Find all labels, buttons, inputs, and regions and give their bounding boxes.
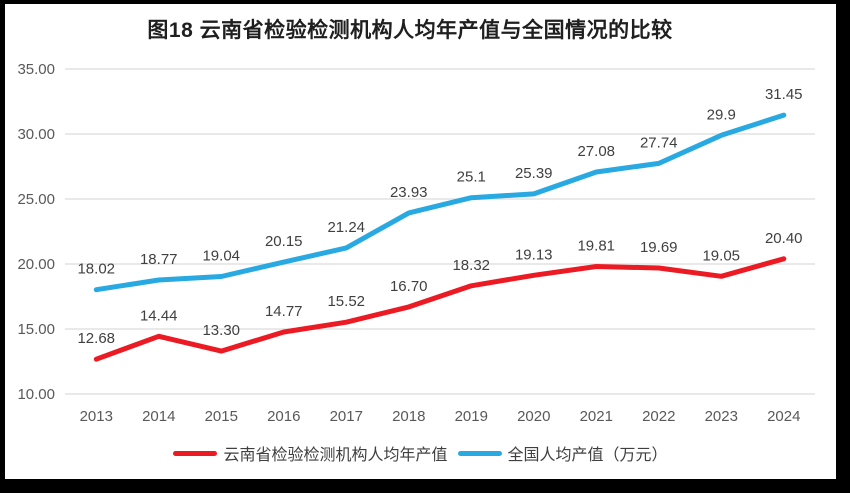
x-tick-label: 2015 (205, 408, 238, 425)
x-tick-label: 2020 (517, 408, 550, 425)
data-label-series-0: 19.05 (702, 247, 740, 264)
data-label-series-1: 27.74 (640, 134, 678, 151)
chart-legend: 云南省检验检测机构人均年产值 全国人均产值（万元） (5, 441, 836, 465)
x-tick-label: 2016 (267, 408, 300, 425)
data-label-series-0: 19.81 (577, 237, 615, 254)
data-label-series-1: 18.02 (77, 261, 115, 278)
y-tick-label: 20.00 (17, 256, 55, 273)
data-label-series-0: 16.70 (390, 278, 428, 295)
x-tick-label: 2024 (767, 408, 800, 425)
x-tick-label: 2013 (80, 408, 113, 425)
chart-panel (5, 4, 836, 479)
data-label-series-1: 29.9 (707, 106, 736, 123)
y-tick-label: 15.00 (17, 321, 55, 338)
y-tick-label: 35.00 (17, 61, 55, 78)
x-tick-label: 2017 (330, 408, 363, 425)
data-label-series-1: 19.04 (202, 247, 240, 264)
chart-title: 图18 云南省检验检测机构人均年产值与全国情况的比较 (147, 19, 673, 42)
y-tick-label: 30.00 (17, 126, 55, 143)
data-label-series-0: 15.52 (327, 293, 365, 310)
x-tick-label: 2014 (142, 408, 175, 425)
data-label-series-1: 31.45 (765, 86, 803, 103)
x-tick-label: 2021 (580, 408, 613, 425)
data-label-series-0: 18.32 (452, 257, 490, 274)
x-tick-label: 2019 (455, 408, 488, 425)
series-line-0 (93, 256, 787, 362)
x-tick-label: 2018 (392, 408, 425, 425)
data-label-series-1: 21.24 (327, 219, 365, 236)
legend-label-yunnan: 云南省检验检测机构人均年产值 (223, 447, 448, 464)
data-label-series-0: 14.77 (265, 303, 303, 320)
data-label-series-0: 13.30 (202, 322, 240, 339)
y-tick-label: 25.00 (17, 191, 55, 208)
legend-swatch-yunnan-line (173, 450, 218, 456)
data-label-series-1: 23.93 (390, 184, 428, 201)
data-label-series-1: 18.77 (140, 251, 178, 268)
data-label-series-1: 27.08 (577, 143, 615, 160)
y-tick-label: 10.00 (17, 386, 55, 403)
legend-item-yunnan: 云南省检验检测机构人均年产值 (173, 441, 448, 465)
data-label-series-1: 25.39 (515, 165, 553, 182)
legend-label-national: 全国人均产值（万元） (507, 447, 668, 464)
data-label-series-1: 25.1 (457, 169, 486, 186)
series-line-1 (93, 112, 787, 293)
x-tick-label: 2022 (642, 408, 675, 425)
x-tick-label: 2023 (705, 408, 738, 425)
data-label-series-0: 14.44 (140, 307, 178, 324)
legend-item-national: 全国人均产值（万元） (457, 441, 668, 465)
data-label-series-0: 19.13 (515, 246, 553, 263)
data-label-series-0: 12.68 (77, 330, 115, 347)
data-label-series-1: 20.15 (265, 233, 303, 250)
data-label-series-0: 19.69 (640, 239, 678, 256)
legend-swatch-national-line (457, 450, 502, 456)
data-label-series-0: 20.40 (765, 230, 803, 247)
